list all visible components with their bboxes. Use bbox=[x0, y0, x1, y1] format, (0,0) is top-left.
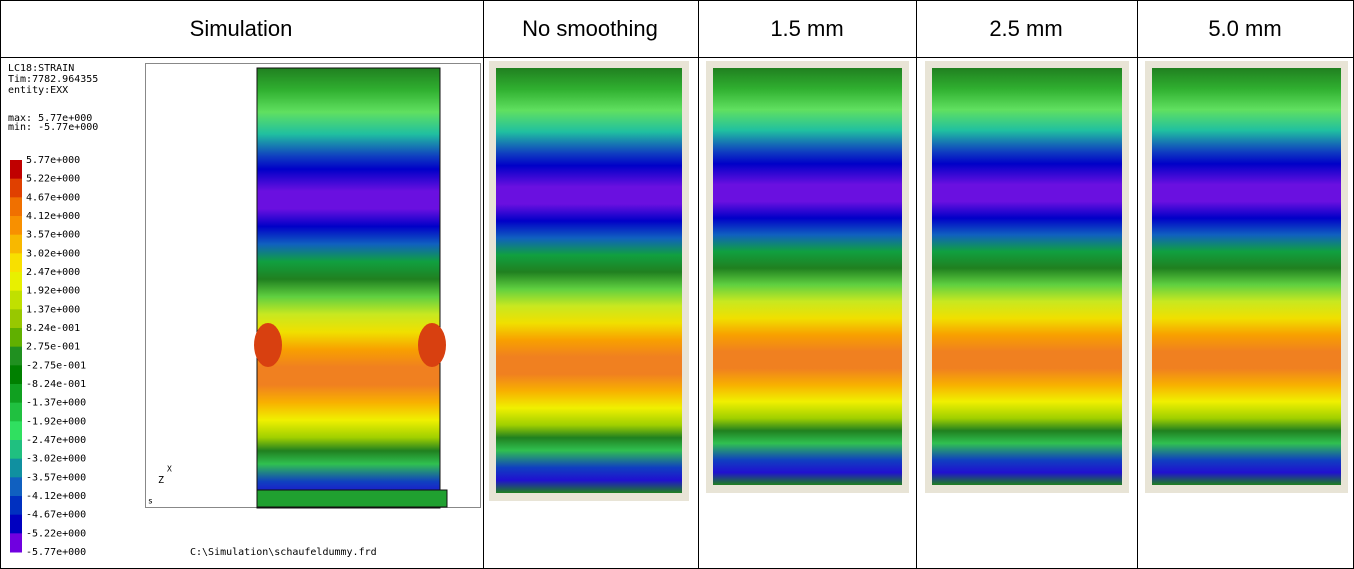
legend-label: 4.67e+000 bbox=[26, 192, 80, 203]
legend-label: 5.22e+000 bbox=[26, 174, 80, 185]
legend-label: -5.22e+000 bbox=[26, 528, 86, 539]
legend-label: -2.47e+000 bbox=[26, 435, 86, 446]
legend-swatch bbox=[10, 160, 22, 179]
legend-label: -5.77e+000 bbox=[26, 547, 86, 558]
column-header: 1.5 mm bbox=[770, 16, 843, 41]
column-header: No smoothing bbox=[522, 16, 658, 41]
info-line: Tim:7782.964355 bbox=[8, 74, 98, 85]
hotspot bbox=[418, 323, 446, 367]
legend-label: -3.02e+000 bbox=[26, 454, 86, 465]
legend-swatch bbox=[10, 179, 22, 198]
legend-label: 3.02e+000 bbox=[26, 248, 80, 259]
legend-swatch bbox=[10, 328, 22, 347]
column-header: 5.0 mm bbox=[1208, 16, 1281, 41]
legend-swatch bbox=[10, 496, 22, 515]
legend-label: 8.24e-001 bbox=[26, 323, 80, 334]
corner-label: s bbox=[148, 497, 153, 506]
legend-swatch bbox=[10, 253, 22, 272]
info-line: entity:EXX bbox=[8, 85, 68, 96]
legend-swatch bbox=[10, 235, 22, 254]
legend-swatch bbox=[10, 291, 22, 310]
figure: Simulation No smoothing 1.5 mm 2.5 mm 5.… bbox=[0, 0, 1354, 569]
column-header: 2.5 mm bbox=[989, 16, 1062, 41]
legend-label: -1.92e+000 bbox=[26, 416, 86, 427]
legend-swatch bbox=[10, 365, 22, 384]
legend-swatch bbox=[10, 403, 22, 422]
legend-swatch bbox=[10, 347, 22, 366]
legend-swatch bbox=[10, 216, 22, 235]
legend-swatch bbox=[10, 515, 22, 534]
contour-image bbox=[257, 68, 440, 508]
column-header: Simulation bbox=[190, 16, 293, 41]
legend-label: -3.57e+000 bbox=[26, 472, 86, 483]
range-line: min: -5.77e+000 bbox=[8, 122, 98, 133]
legend-swatch bbox=[10, 197, 22, 216]
legend-swatch bbox=[10, 309, 22, 328]
legend-label: 1.37e+000 bbox=[26, 304, 80, 315]
axis-label: Z bbox=[158, 475, 164, 486]
file-path: C:\Simulation\schaufeldummy.frd bbox=[190, 547, 377, 558]
legend-swatch bbox=[10, 272, 22, 291]
legend-label: 1.92e+000 bbox=[26, 286, 80, 297]
axis-label: X bbox=[167, 465, 172, 474]
legend-label: 2.75e-001 bbox=[26, 342, 80, 353]
legend-label: -2.75e-001 bbox=[26, 360, 86, 371]
hotspot bbox=[254, 323, 282, 367]
legend-swatch bbox=[10, 477, 22, 496]
legend-label: -1.37e+000 bbox=[26, 398, 86, 409]
legend-label: 2.47e+000 bbox=[26, 267, 80, 278]
legend-label: 3.57e+000 bbox=[26, 230, 80, 241]
info-line: LC18:STRAIN bbox=[8, 63, 74, 74]
legend-label: -8.24e-001 bbox=[26, 379, 86, 390]
contour-image bbox=[713, 68, 902, 485]
legend-swatch bbox=[10, 440, 22, 459]
contour-image bbox=[496, 68, 682, 493]
legend-swatch bbox=[10, 533, 22, 552]
base bbox=[257, 490, 447, 507]
legend-label: 4.12e+000 bbox=[26, 211, 80, 222]
contour-image bbox=[1152, 68, 1341, 485]
legend-label: -4.67e+000 bbox=[26, 510, 86, 521]
legend-label: 5.77e+000 bbox=[26, 155, 80, 166]
contour-image bbox=[932, 68, 1122, 485]
legend-swatch bbox=[10, 384, 22, 403]
legend-swatch bbox=[10, 459, 22, 478]
legend-label: -4.12e+000 bbox=[26, 491, 86, 502]
legend-swatch bbox=[10, 421, 22, 440]
